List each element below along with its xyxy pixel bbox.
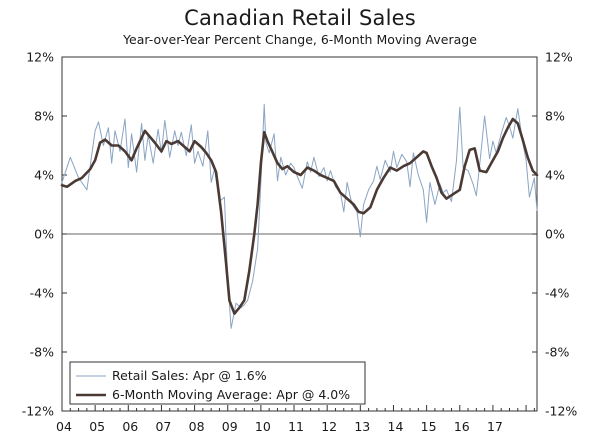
y-tick-label-left: 12% [26, 50, 54, 65]
legend-label-retail-sales: Retail Sales: Apr @ 1.6% [112, 368, 267, 383]
y-tick-label-right: 4% [545, 168, 565, 183]
y-axis-right: -12% -8% -4% 0% 4% 8% 12% [532, 50, 577, 419]
y-axis-left: -12% -8% -4% 0% 4% 8% 12% [22, 50, 67, 419]
x-tick-label: 16 [454, 419, 470, 434]
x-tick-label: 13 [354, 419, 370, 434]
x-tick-label: 09 [222, 419, 238, 434]
series-layer [60, 103, 539, 329]
y-tick-label-right: 8% [545, 109, 565, 124]
x-tick-label: 07 [155, 419, 171, 434]
chart-title: Canadian Retail Sales [184, 6, 416, 30]
legend-label-moving-average: 6-Month Moving Average: Apr @ 4.0% [112, 387, 350, 402]
x-tick-label: 15 [421, 419, 437, 434]
x-axis: 04 05 06 07 08 09 10 11 12 13 14 15 16 17 [56, 405, 535, 434]
chart-subtitle: Year-over-Year Percent Change, 6-Month M… [123, 32, 477, 47]
x-tick-label: 17 [487, 419, 503, 434]
series-line-moving-average [60, 117, 539, 315]
x-tick-label: 05 [89, 419, 105, 434]
x-tick-label: 11 [288, 419, 304, 434]
y-tick-label-left: 4% [34, 168, 54, 183]
x-tick-label: 06 [122, 419, 138, 434]
x-tick-label: 14 [388, 419, 404, 434]
legend-box [69, 361, 366, 405]
y-tick-label-right: -4% [545, 286, 569, 301]
x-tick-label: 10 [255, 419, 271, 434]
x-tick-label: 04 [56, 419, 72, 434]
legend: Retail Sales: Apr @ 1.6% 6-Month Moving … [69, 361, 366, 405]
series-line-retail-sales [61, 103, 538, 329]
y-tick-label-right: -12% [545, 404, 577, 419]
y-tick-label-left: -4% [30, 286, 54, 301]
x-tick-label: 12 [321, 419, 337, 434]
y-tick-label-left: -12% [22, 404, 54, 419]
y-tick-label-left: -8% [30, 345, 54, 360]
x-tick-label: 08 [189, 419, 205, 434]
y-tick-label-right: 12% [545, 50, 573, 65]
y-tick-label-right: -8% [545, 345, 569, 360]
y-tick-label-right: 0% [545, 227, 565, 242]
y-tick-label-left: 8% [34, 109, 54, 124]
y-tick-label-left: 0% [34, 227, 54, 242]
